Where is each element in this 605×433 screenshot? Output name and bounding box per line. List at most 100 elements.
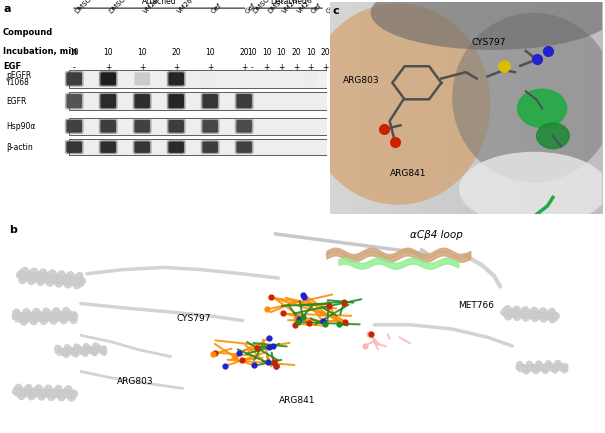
FancyBboxPatch shape bbox=[167, 93, 186, 110]
FancyBboxPatch shape bbox=[167, 71, 186, 87]
FancyBboxPatch shape bbox=[203, 142, 218, 153]
Text: 20: 20 bbox=[171, 48, 181, 57]
Text: +: + bbox=[293, 63, 299, 72]
Text: ARG803: ARG803 bbox=[344, 76, 380, 85]
Text: DMSO: DMSO bbox=[74, 0, 93, 14]
FancyBboxPatch shape bbox=[168, 120, 184, 132]
Text: 10: 10 bbox=[103, 48, 113, 57]
FancyBboxPatch shape bbox=[65, 119, 83, 134]
FancyBboxPatch shape bbox=[99, 119, 117, 134]
Text: Detached: Detached bbox=[270, 0, 307, 6]
FancyBboxPatch shape bbox=[100, 120, 116, 132]
FancyBboxPatch shape bbox=[201, 93, 220, 110]
FancyBboxPatch shape bbox=[99, 93, 117, 110]
Text: DMSO: DMSO bbox=[252, 0, 272, 14]
FancyBboxPatch shape bbox=[67, 72, 82, 85]
Text: +: + bbox=[207, 63, 214, 72]
FancyBboxPatch shape bbox=[67, 142, 82, 153]
Text: Attached: Attached bbox=[142, 0, 177, 6]
Text: Gef: Gef bbox=[244, 1, 257, 14]
Bar bbox=[70, 70, 329, 88]
FancyBboxPatch shape bbox=[134, 94, 150, 108]
Ellipse shape bbox=[459, 152, 605, 226]
Circle shape bbox=[537, 123, 569, 149]
FancyBboxPatch shape bbox=[168, 142, 184, 153]
FancyBboxPatch shape bbox=[133, 119, 152, 134]
FancyBboxPatch shape bbox=[203, 94, 218, 108]
Text: 10: 10 bbox=[262, 48, 272, 57]
Text: +: + bbox=[264, 63, 270, 72]
FancyBboxPatch shape bbox=[134, 72, 150, 85]
FancyBboxPatch shape bbox=[203, 72, 218, 85]
FancyBboxPatch shape bbox=[235, 93, 253, 110]
Text: EGFR: EGFR bbox=[6, 97, 27, 106]
FancyBboxPatch shape bbox=[100, 142, 116, 153]
Text: 20: 20 bbox=[240, 48, 249, 57]
Text: β-actin: β-actin bbox=[6, 143, 33, 152]
Text: MET766: MET766 bbox=[458, 301, 494, 310]
Text: b: b bbox=[9, 225, 17, 235]
FancyBboxPatch shape bbox=[201, 119, 220, 134]
FancyBboxPatch shape bbox=[168, 72, 184, 85]
Text: VM26: VM26 bbox=[176, 0, 194, 14]
FancyBboxPatch shape bbox=[302, 72, 318, 85]
FancyBboxPatch shape bbox=[237, 72, 252, 85]
Ellipse shape bbox=[453, 13, 605, 183]
Text: 10: 10 bbox=[70, 48, 79, 57]
Text: 20: 20 bbox=[291, 48, 301, 57]
Text: +: + bbox=[173, 63, 179, 72]
Text: 10: 10 bbox=[276, 48, 286, 57]
Text: +: + bbox=[307, 63, 314, 72]
Text: CYS797: CYS797 bbox=[177, 313, 211, 323]
Text: Gef: Gef bbox=[310, 1, 323, 14]
Text: 10: 10 bbox=[137, 48, 147, 57]
Text: +: + bbox=[241, 63, 247, 72]
Text: pEGFR: pEGFR bbox=[6, 71, 31, 80]
FancyBboxPatch shape bbox=[237, 94, 252, 108]
Text: ARG841: ARG841 bbox=[390, 169, 426, 178]
FancyBboxPatch shape bbox=[133, 93, 152, 110]
Ellipse shape bbox=[370, 0, 605, 50]
Text: Gef: Gef bbox=[325, 1, 338, 14]
Text: Compound: Compound bbox=[3, 28, 53, 37]
Text: αCβ4 loop: αCβ4 loop bbox=[410, 230, 463, 240]
FancyBboxPatch shape bbox=[65, 71, 83, 87]
Bar bbox=[70, 139, 329, 155]
Circle shape bbox=[518, 89, 566, 127]
Text: +: + bbox=[105, 63, 111, 72]
Text: CYS797: CYS797 bbox=[471, 38, 506, 47]
FancyBboxPatch shape bbox=[237, 120, 252, 132]
Text: DMSO: DMSO bbox=[108, 0, 127, 14]
FancyBboxPatch shape bbox=[237, 142, 252, 153]
Text: +: + bbox=[139, 63, 145, 72]
Text: Y1068: Y1068 bbox=[6, 78, 30, 87]
Text: ARG841: ARG841 bbox=[278, 396, 315, 405]
Text: -: - bbox=[73, 63, 76, 72]
Text: c: c bbox=[333, 6, 339, 16]
FancyBboxPatch shape bbox=[100, 94, 116, 108]
FancyBboxPatch shape bbox=[317, 72, 333, 85]
FancyBboxPatch shape bbox=[99, 140, 117, 154]
Bar bbox=[70, 118, 329, 135]
FancyBboxPatch shape bbox=[134, 120, 150, 132]
Text: +: + bbox=[278, 63, 284, 72]
Text: DMSO: DMSO bbox=[267, 0, 286, 14]
Text: 10: 10 bbox=[247, 48, 257, 57]
FancyBboxPatch shape bbox=[99, 71, 117, 87]
Text: Hsp90α: Hsp90α bbox=[6, 122, 36, 131]
FancyBboxPatch shape bbox=[65, 93, 83, 110]
FancyBboxPatch shape bbox=[201, 140, 220, 154]
FancyBboxPatch shape bbox=[133, 140, 152, 154]
FancyBboxPatch shape bbox=[167, 119, 186, 134]
Text: 20: 20 bbox=[320, 48, 330, 57]
Text: EGF: EGF bbox=[3, 62, 21, 71]
FancyBboxPatch shape bbox=[100, 72, 116, 85]
Text: VM26: VM26 bbox=[142, 0, 160, 14]
Text: -: - bbox=[251, 63, 253, 72]
FancyBboxPatch shape bbox=[235, 119, 253, 134]
Text: VM26: VM26 bbox=[281, 0, 299, 14]
Text: +: + bbox=[322, 63, 329, 72]
FancyBboxPatch shape bbox=[235, 140, 253, 154]
Bar bbox=[70, 92, 329, 110]
FancyBboxPatch shape bbox=[168, 94, 184, 108]
